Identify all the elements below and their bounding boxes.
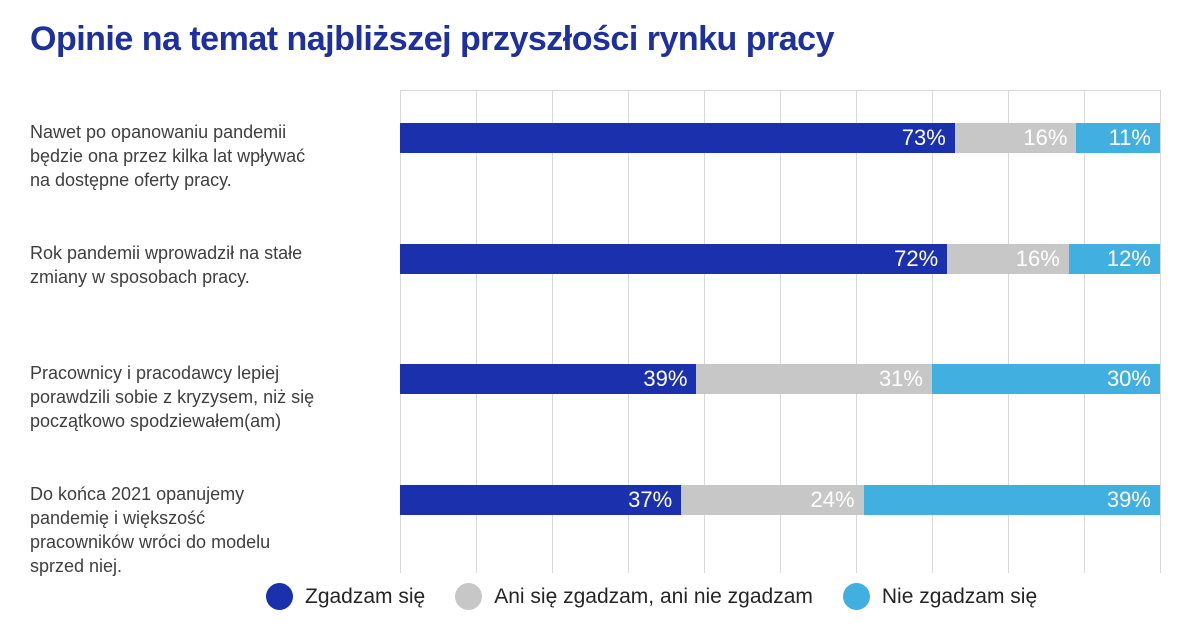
stacked-bar: 39% 31% 30% xyxy=(400,364,1160,394)
neutral-swatch-icon xyxy=(455,583,483,610)
chart-title: Opinie na temat najbliższej przyszłości … xyxy=(30,20,835,58)
stacked-bar: 37% 24% 39% xyxy=(400,484,1160,515)
bar-segment-neutral[interactable]: 16% xyxy=(954,123,1077,153)
category-label: Rok pandemii wprowadził na stałe zmiany … xyxy=(30,242,303,287)
legend-item-disagree[interactable]: Nie zgadzam się xyxy=(842,583,1038,610)
value-label: 16% xyxy=(1023,125,1068,150)
stacked-bar: 73% 16% 11% xyxy=(400,123,1160,153)
bar-segment-neutral[interactable]: 31% xyxy=(696,364,932,394)
value-label: 31% xyxy=(878,366,923,391)
category-label: Nawet po opanowaniu pandemii będzie ona … xyxy=(30,122,306,190)
agree-swatch-icon xyxy=(266,583,293,610)
value-label: 11% xyxy=(1108,125,1151,150)
bar-segment-disagree[interactable]: 12% xyxy=(1068,243,1160,274)
category-label: Pracownicy i pracodawcy lepiej porawdzil… xyxy=(30,363,315,431)
value-label: 39% xyxy=(1106,486,1151,512)
value-label: 37% xyxy=(628,486,673,512)
disagree-swatch-icon xyxy=(842,583,870,610)
bar-segment-agree[interactable]: 39% xyxy=(400,364,697,394)
value-label: 39% xyxy=(643,366,688,391)
value-label: 24% xyxy=(810,486,855,512)
bar-segment-agree[interactable]: 73% xyxy=(400,123,955,153)
value-label: 72% xyxy=(894,245,939,271)
value-label: 16% xyxy=(1015,245,1060,271)
bar-segment-agree[interactable]: 37% xyxy=(400,484,682,515)
legend-label: Nie zgadzam się xyxy=(881,584,1038,608)
value-label: 73% xyxy=(901,125,946,150)
legend-item-agree[interactable]: Zgadzam się xyxy=(266,583,425,610)
stacked-bar: 72% 16% 12% xyxy=(400,243,1160,274)
category-label: Do końca 2021 opanujemy pandemię i więks… xyxy=(30,483,271,576)
chart-row: Pracownicy i pracodawcy lepiej porawdzil… xyxy=(0,331,1200,451)
value-label: 12% xyxy=(1106,245,1151,271)
plot-area: Nawet po opanowaniu pandemii będzie ona … xyxy=(0,90,1200,576)
bar-segment-disagree[interactable]: 11% xyxy=(1076,123,1160,153)
legend-item-neutral[interactable]: Ani się zgadzam, ani nie zgadzam xyxy=(455,583,813,610)
chart-row: Rok pandemii wprowadził na stałe zmiany … xyxy=(0,211,1200,331)
bar-segment-agree[interactable]: 72% xyxy=(400,243,948,274)
chart-row: Do końca 2021 opanujemy pandemię i więks… xyxy=(0,452,1200,576)
bar-segment-neutral[interactable]: 24% xyxy=(681,484,864,515)
bar-segment-disagree[interactable]: 30% xyxy=(931,364,1160,394)
legend-label: Zgadzam się xyxy=(305,584,426,608)
bar-segment-neutral[interactable]: 16% xyxy=(947,243,1069,274)
legend: Zgadzam się Ani się zgadzam, ani nie zga… xyxy=(266,583,1037,610)
bar-segment-disagree[interactable]: 39% xyxy=(863,484,1160,515)
value-label: 30% xyxy=(1106,366,1151,391)
chart-row: Nawet po opanowaniu pandemii będzie ona … xyxy=(0,90,1200,210)
legend-label: Ani się zgadzam, ani nie zgadzam xyxy=(494,584,813,608)
